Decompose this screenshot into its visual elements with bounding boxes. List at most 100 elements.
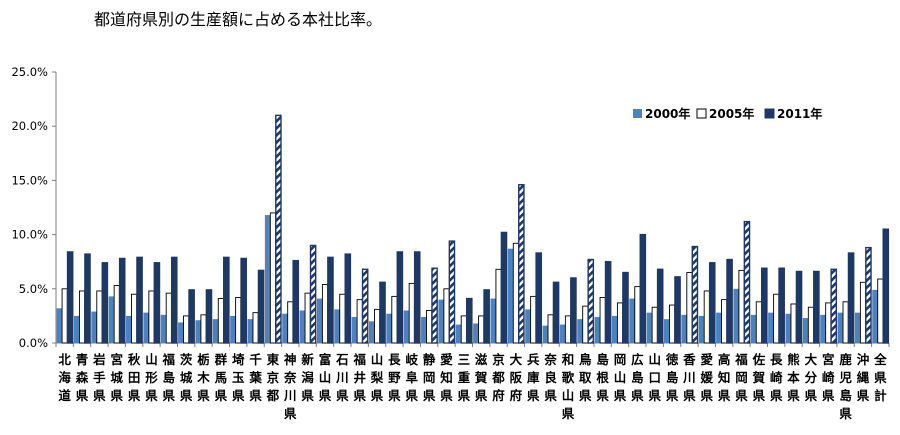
bar-3-22 (431, 267, 438, 344)
bars (56, 114, 890, 344)
bar-1-32 (594, 316, 600, 343)
bar-3-2 (84, 253, 91, 344)
x-tick-label: 宮城県 (110, 352, 123, 403)
bar-2-39 (721, 299, 728, 344)
bar-3-16 (327, 256, 334, 344)
bar-3-5 (136, 256, 143, 344)
bar-2-6 (148, 290, 155, 344)
bar-1-46 (837, 312, 843, 343)
bar-1-38 (698, 315, 704, 343)
bar-3-38 (708, 262, 716, 344)
bar-2-33 (616, 302, 624, 344)
bar-1-2 (73, 315, 80, 343)
category-labels: 北海道青森県岩手県宮城県秋田県山形県福島県茨城県栃木県群馬県埼玉県千葉県東京都神… (58, 352, 887, 421)
bar-2-29 (547, 314, 554, 344)
bar-2-13 (269, 212, 276, 344)
x-tick-label: 岩手県 (92, 352, 106, 403)
x-tick-label: 北海道 (58, 352, 71, 403)
legend-label-2: 2005年 (709, 106, 754, 121)
x-tick-label: 茨城県 (180, 352, 193, 403)
bar-3-41 (761, 267, 768, 344)
bar-3-24 (465, 297, 473, 344)
x-tick-label: 宮崎県 (822, 352, 835, 403)
bar-1-27 (507, 248, 514, 343)
x-tick-label: 奈良県 (543, 352, 557, 403)
bar-3-46 (847, 252, 855, 344)
bar-2-44 (807, 306, 814, 344)
bar-2-11 (235, 297, 242, 344)
x-tick-label: 秋田県 (128, 352, 141, 403)
legend-swatch-2 (696, 108, 707, 119)
bar-2-17 (339, 293, 346, 344)
x-tick-label: 岡山県 (614, 352, 627, 403)
bar-3-44 (813, 270, 820, 344)
bar-3-27 (518, 184, 525, 344)
bar-3-37 (691, 245, 699, 344)
bar-3-40 (743, 220, 751, 344)
x-tick-label: 青森県 (76, 352, 89, 403)
bar-2-1 (61, 288, 68, 344)
legend-swatch-3 (764, 108, 775, 119)
x-tick-label: 福岡県 (734, 352, 748, 403)
bar-2-8 (183, 315, 190, 344)
legend-label-3: 2011年 (777, 106, 822, 121)
bar-2-36 (669, 304, 676, 344)
legend: 2000年 2005年 2011年 (633, 106, 822, 121)
bar-2-18 (356, 299, 363, 344)
x-tick-label: 長野県 (388, 352, 401, 403)
bar-1-31 (577, 319, 583, 343)
x-tick-label: 長崎県 (770, 352, 783, 403)
x-tick-label: 和歌山県 (561, 352, 575, 421)
bar-1-13 (264, 215, 271, 343)
legend-swatch-1 (633, 109, 642, 118)
bar-3-13 (275, 114, 282, 344)
bar-1-48 (872, 289, 878, 343)
x-tick-label: 群馬県 (214, 352, 228, 403)
bar-1-30 (559, 324, 566, 343)
bar-2-3 (96, 290, 103, 344)
bar-3-23 (448, 240, 456, 344)
bar-2-48 (877, 278, 884, 344)
bar-2-10 (217, 298, 224, 344)
bar-1-9 (195, 320, 201, 343)
bar-2-30 (564, 315, 571, 344)
bar-3-29 (552, 281, 560, 344)
bar-1-43 (785, 313, 791, 343)
x-tick-label: 福井県 (352, 352, 366, 403)
y-tick-label: 0.0% (19, 336, 48, 350)
bar-2-32 (599, 297, 606, 344)
bar-1-40 (733, 288, 739, 343)
bar-3-48 (882, 228, 890, 344)
x-tick-label: 東京都 (266, 352, 280, 403)
bar-1-18 (351, 316, 357, 343)
bar-3-10 (223, 256, 230, 344)
bar-1-25 (473, 323, 479, 343)
bar-3-9 (205, 289, 213, 344)
bar-3-26 (500, 231, 508, 344)
bar-1-3 (91, 311, 97, 343)
x-tick-label: 山形県 (145, 352, 158, 403)
bar-1-44 (802, 318, 809, 343)
bar-1-16 (316, 298, 323, 343)
bar-3-30 (570, 277, 577, 344)
bar-3-19 (379, 281, 386, 344)
bar-2-28 (530, 295, 537, 344)
bar-1-22 (421, 316, 427, 343)
y-tick-label: 10.0% (11, 228, 48, 242)
y-tick-label: 15.0% (11, 173, 48, 187)
bar-2-46 (842, 301, 849, 344)
x-tick-label: 兵庫県 (526, 352, 540, 403)
bar-2-41 (755, 301, 762, 344)
bar-2-42 (773, 293, 780, 344)
bar-3-45 (830, 268, 838, 344)
bar-2-15 (304, 292, 311, 344)
bar-3-3 (101, 262, 109, 344)
bar-1-8 (178, 322, 184, 343)
bar-2-21 (408, 282, 415, 344)
x-tick-label: 鳥取県 (579, 352, 592, 403)
x-tick-label: 沖縄県 (857, 352, 870, 403)
bar-1-28 (525, 309, 531, 343)
bar-2-14 (287, 301, 294, 344)
bar-3-1 (66, 251, 74, 344)
bar-1-12 (247, 319, 253, 343)
